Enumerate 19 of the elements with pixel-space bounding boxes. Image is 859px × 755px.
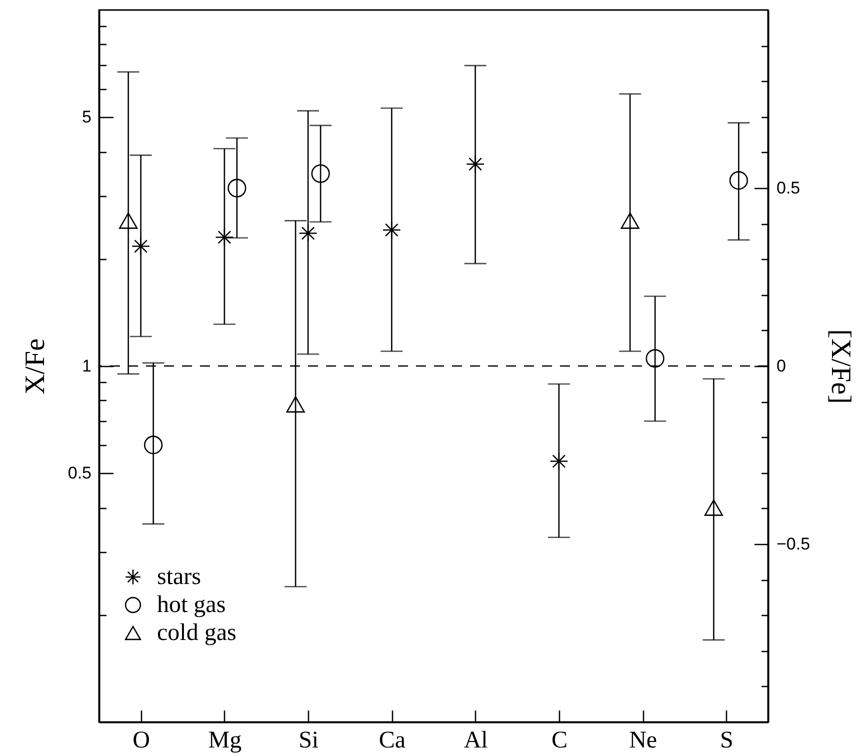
legend-label: cold gas — [157, 620, 236, 646]
y-tick-label: 1 — [82, 356, 92, 376]
x-tick-label: Ne — [629, 728, 658, 754]
x-tick-label: O — [132, 728, 150, 754]
x-tick-label: S — [720, 728, 734, 754]
x-tick-label: Si — [298, 728, 319, 754]
y2-axis-title: [X/Fe] — [825, 329, 856, 404]
y2-tick-label: 0.5 — [776, 178, 800, 198]
y-tick-label: 5 — [82, 108, 92, 127]
legend-label: hot gas — [157, 592, 226, 618]
y2-tick-label: 0 — [776, 356, 786, 376]
y-axis-title: X/Fe — [20, 338, 51, 394]
x-tick-label: Ca — [378, 728, 406, 754]
legend-label: stars — [157, 564, 201, 590]
x-tick-label: C — [551, 728, 568, 754]
y2-tick-label: −0.5 — [776, 534, 810, 554]
x-tick-label: Mg — [208, 728, 242, 754]
x-tick-label: Al — [464, 728, 488, 754]
y-tick-label: 0.5 — [68, 464, 92, 483]
